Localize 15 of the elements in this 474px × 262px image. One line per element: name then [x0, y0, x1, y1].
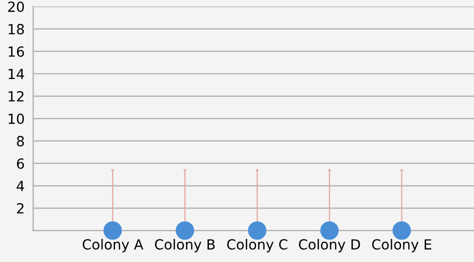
- y-tick-label: 10: [8, 114, 24, 124]
- y-tick-label: 20: [8, 2, 24, 12]
- x-tick-label: Colony A: [82, 238, 144, 252]
- x-tick-label: Colony B: [154, 238, 215, 252]
- x-tick-label: Colony E: [372, 238, 432, 252]
- x-tick-label: Colony C: [227, 238, 288, 252]
- y-tick-label: 4: [16, 180, 24, 192]
- y-tick-label: 18: [8, 24, 24, 34]
- y-tick-label: 8: [16, 136, 24, 146]
- y-tick-label: 16: [8, 46, 24, 57]
- y-tick-label: 2: [17, 203, 24, 214]
- y-tick-label: 14: [8, 68, 24, 80]
- y-tick-label: 12: [8, 91, 24, 102]
- x-tick-label: Colony D: [298, 238, 360, 252]
- y-tick-label: 6: [16, 158, 24, 169]
